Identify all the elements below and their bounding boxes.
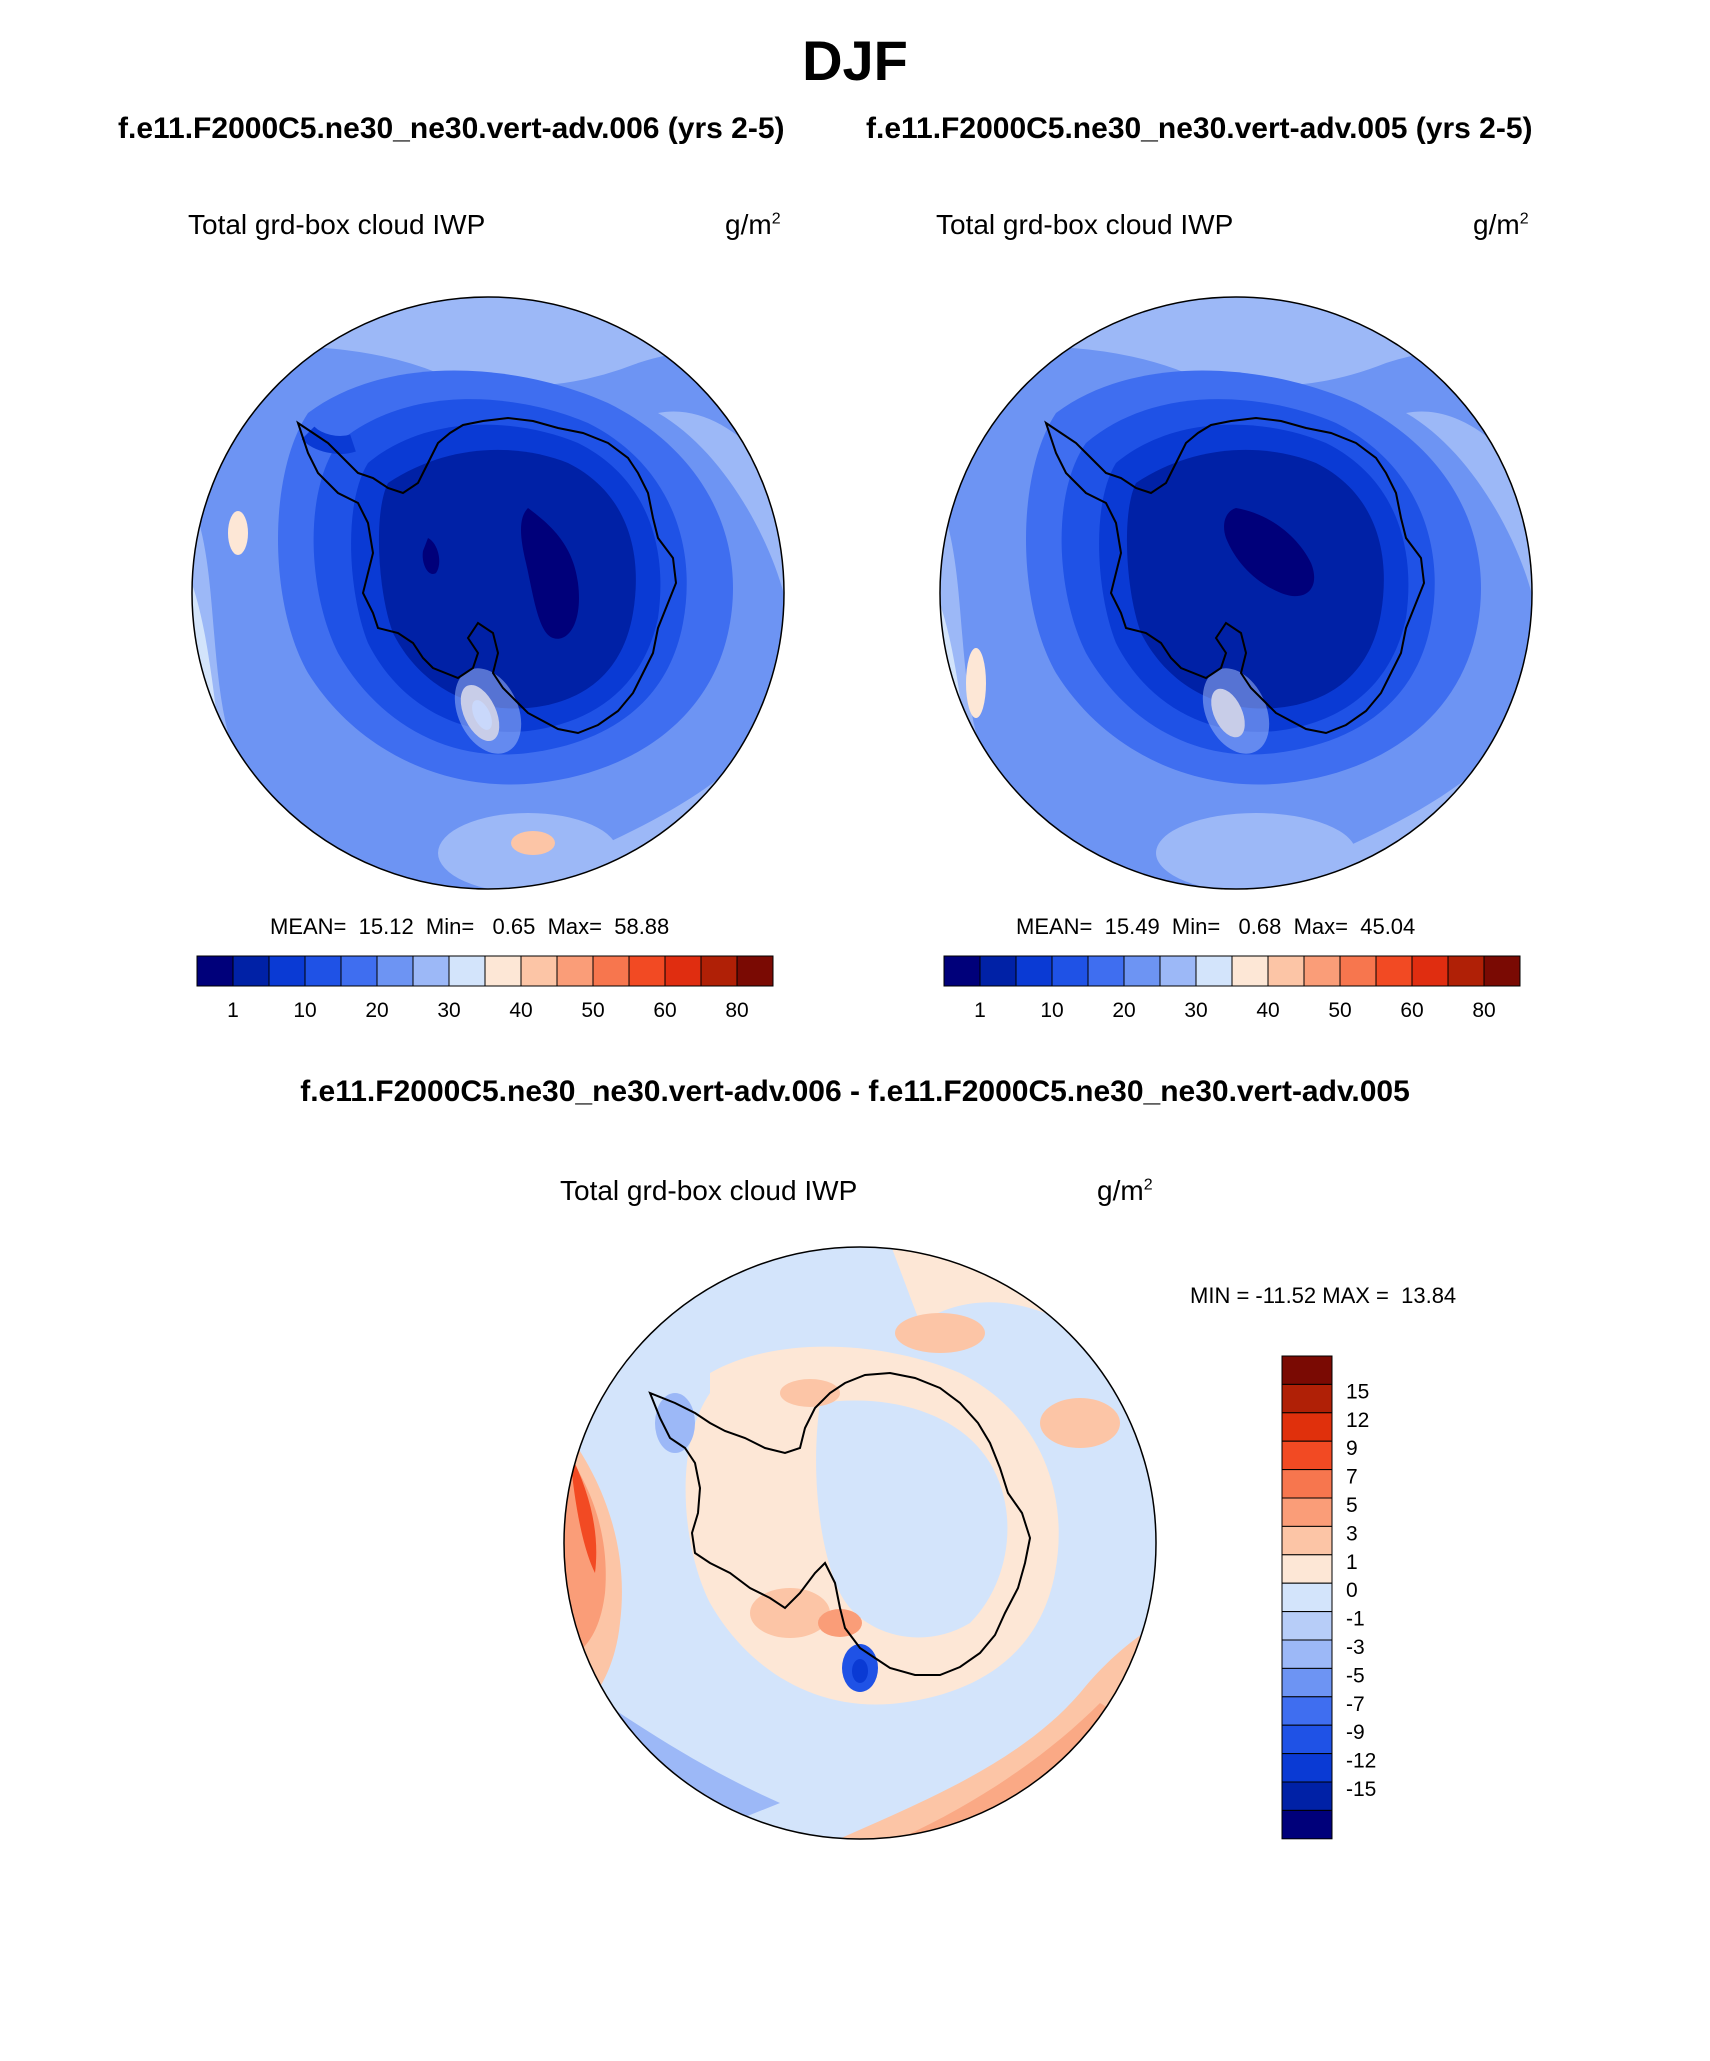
diff-stats: MIN = -11.52 MAX = 13.84: [1190, 1283, 1457, 1308]
panel-left-colorbar-swatch: [700, 955, 738, 987]
diff-colorbar-tick-label: 0: [1346, 1579, 1358, 1602]
panel-right-stats: MEAN= 15.49 Min= 0.68 Max= 45.04: [1016, 914, 1416, 939]
panel-right-colorbar-swatch: [1411, 955, 1449, 987]
panel-right-colorbar-swatch: [1483, 955, 1521, 987]
panel-left-colorbar-tick-label: 10: [293, 999, 316, 1022]
diff-map: [563, 1246, 1157, 1840]
panel-left-colorbar-tick-label: 80: [725, 999, 748, 1022]
panel-left-colorbar-tick-label: 20: [365, 999, 388, 1022]
panel-left-colorbar-swatch: [484, 955, 522, 987]
diff-colorbar-swatch: [1281, 1582, 1333, 1613]
diff-colorbar-tick-label: 1: [1346, 1551, 1358, 1574]
panel-right-colorbar-tick-label: 40: [1256, 999, 1279, 1022]
panel-left-colorbar-swatch: [736, 955, 774, 987]
diff-colorbar-tick-label: -1: [1346, 1608, 1365, 1631]
panel-left-units: g/m2: [725, 209, 781, 240]
diff-colorbar-tick-label: -15: [1346, 1778, 1376, 1801]
panel-left-colorbar-swatch: [592, 955, 630, 987]
panel-left-case-title: f.e11.F2000C5.ne30_ne30.vert-adv.006 (yr…: [118, 112, 785, 145]
diff-colorbar-tick-label: -5: [1346, 1664, 1365, 1687]
diff-colorbar-swatch: [1281, 1781, 1333, 1811]
panel-left-colorbar: 1 10 20 30 40 50 60 80: [196, 955, 774, 1022]
panel-right-colorbar-swatch: [1051, 955, 1089, 987]
diff-colorbar-tick-label: 5: [1346, 1494, 1358, 1517]
panel-left-colorbar-swatch: [196, 955, 234, 987]
panel-right-colorbar-swatch: [1339, 955, 1377, 987]
diff-colorbar: 15 12 9 7 5 3 1 0 -1 -3 -5 -7 -9 -12 -15: [1281, 1355, 1376, 1840]
panel-right-colorbar-swatch: [1267, 955, 1305, 987]
diff-colorbar-tick-label: -12: [1346, 1750, 1376, 1773]
diff-colorbar-tick-label: 15: [1346, 1380, 1369, 1403]
diff-colorbar-swatch: [1281, 1525, 1333, 1556]
diff-colorbar-swatch: [1281, 1469, 1333, 1499]
panel-left-colorbar-swatch: [448, 955, 486, 987]
diff-colorbar-swatch: [1281, 1696, 1333, 1726]
diff-colorbar-swatch: [1281, 1497, 1333, 1527]
panel-left-variable-label: Total grd-box cloud IWP: [188, 209, 486, 240]
panel-right-colorbar-swatch: [1303, 955, 1341, 987]
diff-colorbar-swatch: [1281, 1383, 1333, 1414]
diff-colorbar-tick-label: 9: [1346, 1437, 1358, 1460]
panel-right-variable-label: Total grd-box cloud IWP: [936, 209, 1234, 240]
panel-right-colorbar-swatch: [1447, 955, 1485, 987]
panel-right-colorbar-swatch: [1123, 955, 1161, 987]
panel-left-colorbar-tick-label: 40: [509, 999, 532, 1022]
panel-right-colorbar-tick-label: 80: [1472, 999, 1495, 1022]
diff-colorbar-swatch: [1281, 1440, 1333, 1471]
diff-colorbar-tick-label: -3: [1346, 1636, 1365, 1659]
panel-right-colorbar-tick-label: 60: [1400, 999, 1423, 1022]
panel-left-colorbar-swatch: [520, 955, 558, 987]
panel-left-colorbar-swatch: [664, 955, 702, 987]
diff-colorbar-swatch: [1281, 1724, 1333, 1755]
panel-right-colorbar-swatch: [1159, 955, 1197, 987]
panel-right-colorbar-tick-label: 30: [1184, 999, 1207, 1022]
panel-right-colorbar-swatch: [1231, 955, 1269, 987]
panel-left-colorbar-swatch: [376, 955, 414, 987]
panel-left-colorbar-swatch: [412, 955, 450, 987]
diff-variable-label: Total grd-box cloud IWP: [560, 1175, 858, 1206]
panel-right-colorbar-tick-label: 1: [974, 999, 986, 1022]
panel-right-colorbar-swatch: [1015, 955, 1053, 987]
panel-right-colorbar-swatch: [943, 955, 981, 987]
panel-right-map: [939, 296, 1533, 890]
panel-right-colorbar-swatch: [1087, 955, 1125, 987]
panel-right-colorbar-swatch: [1195, 955, 1233, 987]
diff-colorbar-tick-label: 3: [1346, 1522, 1358, 1545]
panel-right-units: g/m2: [1473, 209, 1529, 240]
diff-colorbar-swatch: [1281, 1355, 1333, 1385]
panel-right-colorbar-swatch: [1375, 955, 1413, 987]
diff-colorbar-swatch: [1281, 1639, 1333, 1669]
panel-left-colorbar-swatch: [268, 955, 306, 987]
panel-right-colorbar-swatch: [979, 955, 1017, 987]
diff-colorbar-swatch: [1281, 1611, 1333, 1641]
diff-colorbar-swatch: [1281, 1554, 1333, 1584]
diff-colorbar-swatch: [1281, 1753, 1333, 1783]
panel-left-colorbar-swatch: [304, 955, 342, 987]
figure-title: DJF: [802, 29, 908, 92]
diff-colorbar-tick-label: 7: [1346, 1466, 1358, 1489]
diff-colorbar-tick-label: -7: [1346, 1693, 1365, 1716]
panel-left-colorbar-tick-label: 50: [581, 999, 604, 1022]
panel-left-colorbar-tick-label: 1: [227, 999, 239, 1022]
diff-colorbar-swatch: [1281, 1809, 1333, 1840]
panel-left-colorbar-swatch: [628, 955, 666, 987]
panel-right-colorbar-tick-label: 50: [1328, 999, 1351, 1022]
panel-left-stats: MEAN= 15.12 Min= 0.65 Max= 58.88: [270, 914, 670, 939]
panel-right-colorbar: 1 10 20 30 40 50 60 80: [943, 955, 1521, 1022]
panel-left-colorbar-swatch: [556, 955, 594, 987]
diff-title: f.e11.F2000C5.ne30_ne30.vert-adv.006 - f…: [300, 1075, 1410, 1108]
diff-colorbar-tick-label: -9: [1346, 1721, 1365, 1744]
panel-right-case-title: f.e11.F2000C5.ne30_ne30.vert-adv.005 (yr…: [866, 112, 1533, 145]
panel-right-colorbar-tick-label: 20: [1112, 999, 1135, 1022]
panel-left-colorbar-swatch: [340, 955, 378, 987]
panel-right-colorbar-tick-label: 10: [1040, 999, 1063, 1022]
panel-left-colorbar-swatch: [232, 955, 270, 987]
diff-units: g/m2: [1097, 1175, 1153, 1206]
diff-colorbar-swatch: [1281, 1667, 1333, 1698]
panel-left-colorbar-tick-label: 30: [437, 999, 460, 1022]
panel-left-colorbar-tick-label: 60: [653, 999, 676, 1022]
panel-left-map: [191, 296, 785, 890]
diff-colorbar-swatch: [1281, 1412, 1333, 1442]
diff-colorbar-tick-label: 12: [1346, 1409, 1369, 1432]
